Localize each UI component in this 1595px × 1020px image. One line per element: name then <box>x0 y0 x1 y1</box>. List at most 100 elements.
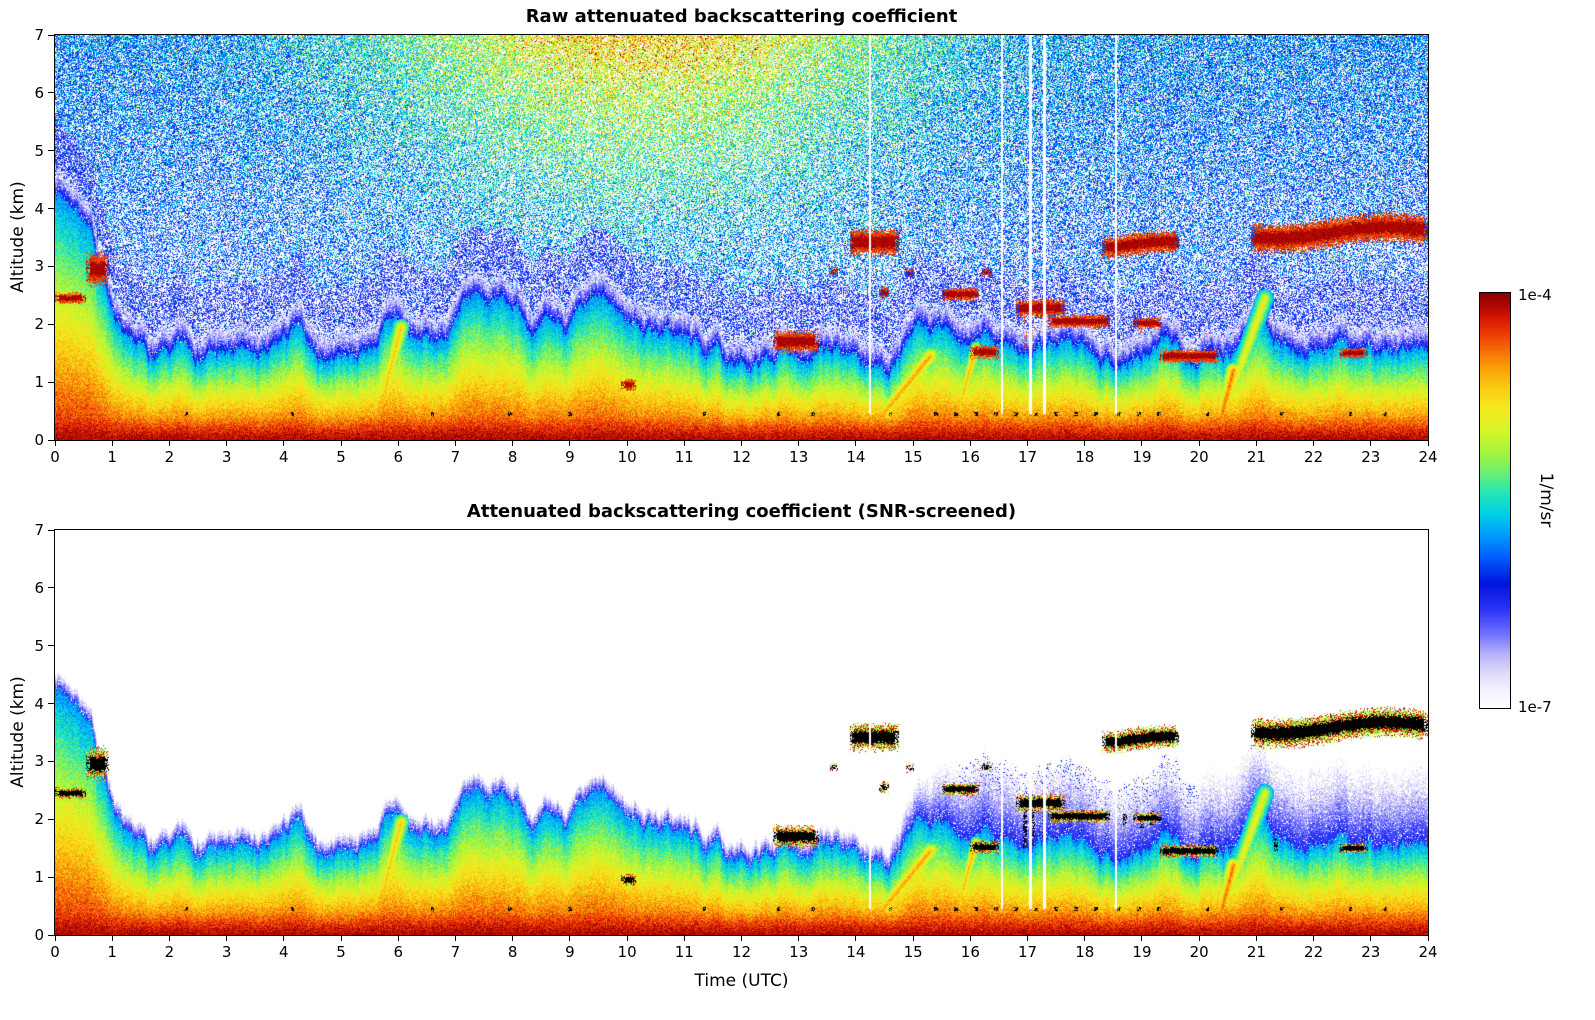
x-tick <box>855 936 857 941</box>
y-tick <box>48 381 54 383</box>
x-tick-label: 21 <box>1246 943 1266 961</box>
y-tick <box>48 645 54 647</box>
x-tick-label: 11 <box>674 943 694 961</box>
x-tick-label: 10 <box>617 943 637 961</box>
x-tick-label: 21 <box>1246 448 1266 466</box>
y-tick <box>48 934 54 936</box>
panel1-y-axis-label: Altitude (km) <box>8 181 28 293</box>
x-tick-label: 12 <box>731 943 752 961</box>
y-tick <box>48 529 54 531</box>
x-tick-label: 3 <box>221 943 232 961</box>
x-tick <box>1313 441 1315 446</box>
x-tick <box>1427 441 1429 446</box>
x-tick <box>855 441 857 446</box>
x-tick <box>512 441 514 446</box>
colorbar-min-label: 1e-7 <box>1518 698 1552 716</box>
panel2-y-axis-label: Altitude (km) <box>8 676 28 788</box>
y-tick-label: 7 <box>34 521 44 539</box>
x-tick-label: 14 <box>846 943 866 961</box>
x-tick <box>683 936 685 941</box>
x-tick <box>626 936 628 941</box>
x-tick <box>226 441 228 446</box>
x-tick-label: 18 <box>1075 448 1095 466</box>
y-tick-label: 6 <box>34 578 44 597</box>
x-tick-label: 6 <box>393 448 404 466</box>
x-tick <box>397 936 399 941</box>
x-tick <box>512 936 514 941</box>
x-tick <box>168 441 170 446</box>
y-tick <box>48 760 54 762</box>
x-tick-label: 1 <box>107 943 117 961</box>
x-tick <box>683 441 685 446</box>
x-tick <box>1084 936 1086 941</box>
y-tick <box>48 92 54 94</box>
x-tick-label: 10 <box>617 448 637 466</box>
x-tick-label: 19 <box>1132 943 1152 961</box>
x-tick-label: 16 <box>960 943 980 961</box>
y-tick-label: 2 <box>34 810 44 829</box>
y-tick-label: 0 <box>34 431 44 449</box>
x-tick-label: 14 <box>846 448 866 466</box>
x-tick <box>912 936 914 941</box>
y-tick-label: 4 <box>34 199 44 218</box>
y-tick <box>48 208 54 210</box>
panel1-title: Raw attenuated backscattering coefficien… <box>525 6 958 27</box>
y-tick-label: 1 <box>34 868 44 887</box>
y-tick-label: 3 <box>34 752 44 771</box>
x-tick-label: 17 <box>1017 448 1038 466</box>
y-tick-label: 0 <box>34 926 44 944</box>
x-tick <box>454 936 456 941</box>
x-tick <box>340 936 342 941</box>
x-tick <box>1427 936 1429 941</box>
y-tick <box>48 439 54 441</box>
x-tick-label: 8 <box>507 943 518 961</box>
x-tick <box>741 441 742 446</box>
y-tick <box>48 265 54 267</box>
x-tick <box>969 936 971 941</box>
x-tick <box>397 441 399 446</box>
x-tick <box>1370 936 1372 941</box>
y-tick <box>48 818 54 820</box>
x-tick <box>1370 441 1372 446</box>
colorbar-max-label: 1e-4 <box>1518 286 1552 304</box>
x-tick-label: 9 <box>565 943 575 961</box>
panel1-heatmap <box>54 34 1429 441</box>
y-tick <box>48 876 54 878</box>
x-tick <box>626 441 628 446</box>
x-tick <box>1027 936 1029 941</box>
x-tick-label: 23 <box>1361 448 1381 466</box>
x-tick-label: 5 <box>336 448 346 466</box>
x-tick <box>1198 936 1200 941</box>
x-tick <box>283 441 285 446</box>
y-tick <box>48 34 54 36</box>
y-tick-label: 2 <box>34 315 44 334</box>
x-tick-label: 20 <box>1189 448 1209 466</box>
x-tick-label: 15 <box>903 448 923 466</box>
x-tick <box>1313 936 1315 941</box>
x-tick-label: 24 <box>1418 943 1438 961</box>
x-tick <box>969 441 971 446</box>
y-tick-label: 5 <box>34 636 44 655</box>
y-tick-label: 3 <box>34 257 44 276</box>
x-tick-label: 2 <box>164 448 175 466</box>
y-tick-label: 4 <box>34 694 44 713</box>
x-tick <box>569 441 571 446</box>
y-tick <box>48 150 54 152</box>
x-tick-label: 20 <box>1189 943 1209 961</box>
y-tick <box>48 587 54 589</box>
x-tick-label: 9 <box>565 448 575 466</box>
x-tick <box>741 936 742 941</box>
y-tick <box>48 323 54 325</box>
x-tick <box>111 441 113 446</box>
x-tick-label: 7 <box>450 448 461 466</box>
x-tick-label: 13 <box>789 448 809 466</box>
colorbar <box>1479 292 1511 709</box>
x-tick-label: 19 <box>1132 448 1152 466</box>
x-tick <box>798 936 800 941</box>
panel2-heatmap <box>54 529 1429 936</box>
x-tick <box>1141 441 1143 446</box>
x-tick-label: 15 <box>903 943 923 961</box>
x-tick <box>226 936 228 941</box>
x-tick-label: 4 <box>279 448 289 466</box>
